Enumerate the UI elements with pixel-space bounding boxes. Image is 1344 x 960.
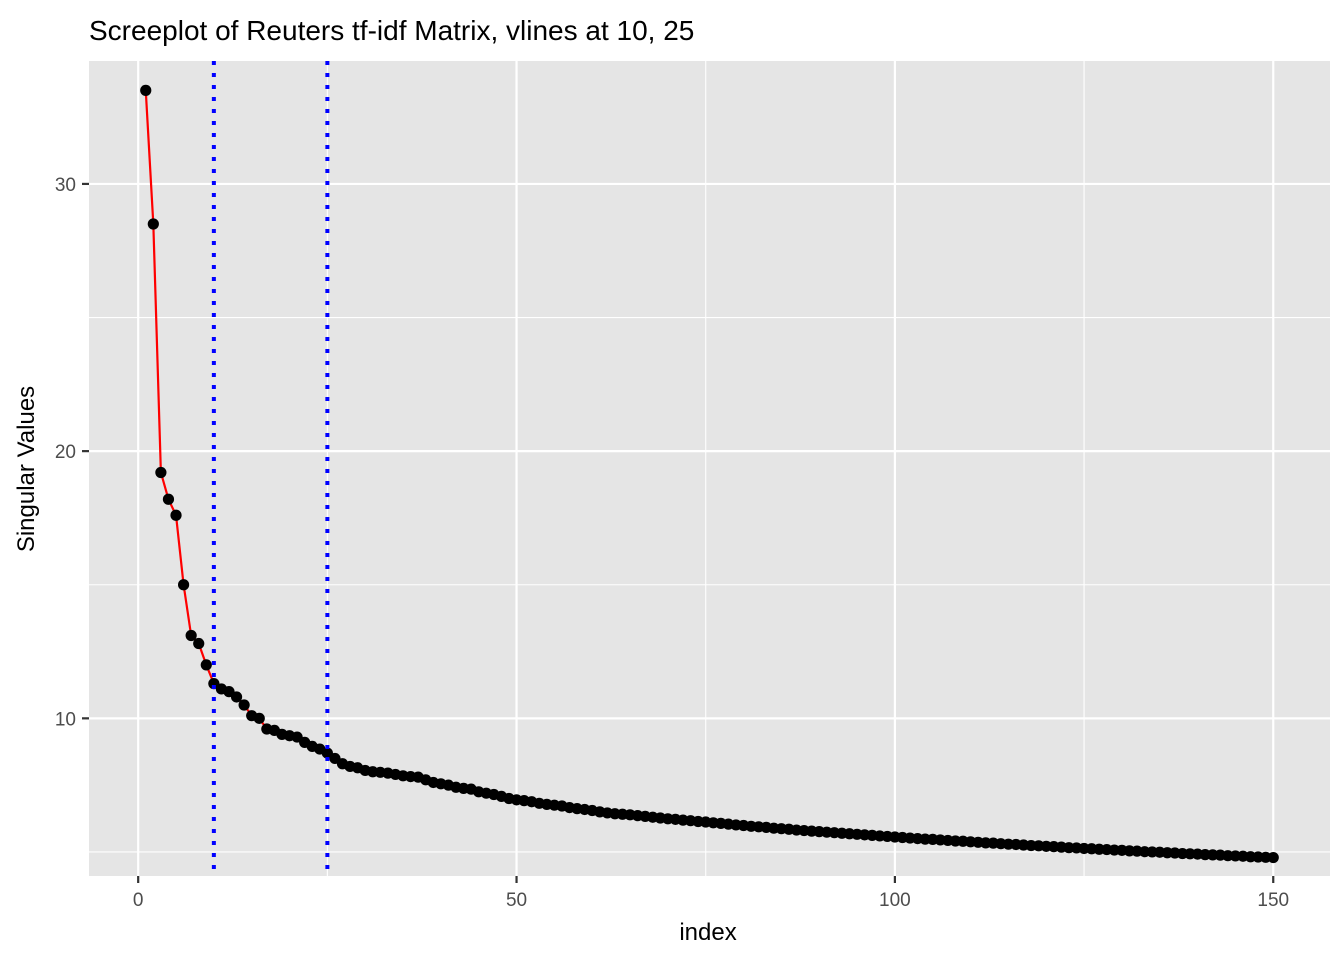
x-tick-label: 50 [506, 890, 527, 911]
major-gridlines [89, 61, 1330, 876]
y-tick-label: 10 [55, 709, 76, 730]
y-tick-label: 30 [55, 175, 76, 196]
x-axis-title: index [679, 919, 736, 946]
x-tick-label: 0 [133, 890, 144, 911]
data-point [147, 218, 159, 230]
data-point [200, 659, 212, 671]
data-point [140, 84, 152, 96]
y-tick-label: 20 [55, 442, 76, 463]
chart-title: Screeplot of Reuters tf-idf Matrix, vlin… [89, 15, 694, 46]
data-point [170, 509, 182, 521]
vertical-reference-lines [211, 61, 330, 876]
data-point [177, 579, 190, 591]
y-axis-title: Singular Values [13, 386, 40, 552]
x-tick-label: 150 [1257, 890, 1289, 911]
data-point [193, 637, 205, 650]
data-point [1267, 851, 1279, 864]
y-axis: 10 20 30 [55, 175, 89, 730]
data-points [140, 84, 1279, 864]
data-point [230, 691, 243, 703]
x-tick-label: 100 [879, 890, 911, 911]
data-point [238, 699, 250, 711]
x-axis: 0 50 100 150 [133, 876, 1289, 911]
data-point [162, 493, 175, 505]
data-point [155, 466, 167, 479]
data-point [185, 629, 197, 642]
data-point [253, 712, 265, 724]
